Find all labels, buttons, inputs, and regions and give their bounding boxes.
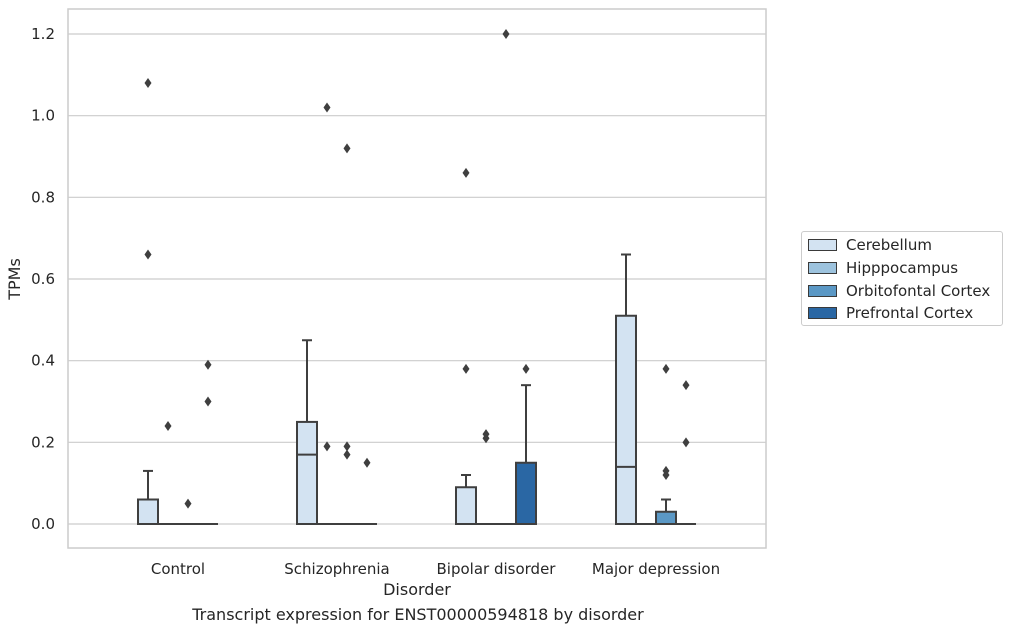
x-axis-label: Disorder xyxy=(383,580,451,599)
legend-item-prefrontal: Prefrontal Cortex xyxy=(808,303,973,323)
outlier-point xyxy=(462,167,470,178)
outlier-point xyxy=(482,429,490,440)
legend-swatch-hippocampus xyxy=(808,262,837,274)
box-body xyxy=(655,510,677,525)
box-3-0 xyxy=(198,359,218,525)
legend: Cerebellum Hipppocampus Orbitofontal Cor… xyxy=(801,231,1003,326)
grid-lines xyxy=(68,33,766,525)
box-1-0 xyxy=(158,421,178,525)
box-3-1 xyxy=(357,457,377,525)
outlier-point xyxy=(522,363,530,374)
box-2-3 xyxy=(655,363,677,525)
y-axis-ticks: 0.0 0.2 0.4 0.6 0.8 1.0 1.2 xyxy=(31,25,55,533)
figure-caption: Transcript expression for ENST0000059481… xyxy=(192,605,644,624)
legend-label-hippocampus: Hipppocampus xyxy=(846,259,959,277)
x-tick-label: Major depression xyxy=(592,560,720,578)
legend-label-prefrontal: Prefrontal Cortex xyxy=(846,304,974,322)
legend-item-orbitofrontal: Orbitofontal Cortex xyxy=(808,281,990,301)
outlier-point xyxy=(343,143,351,154)
outlier-point xyxy=(343,441,351,452)
y-tick-label: 1.0 xyxy=(31,107,55,125)
outlier-point xyxy=(682,437,690,448)
y-tick-label: 0.0 xyxy=(31,515,55,533)
outlier-point xyxy=(184,498,192,509)
y-tick-label: 1.2 xyxy=(31,25,55,43)
outlier-point xyxy=(204,359,212,370)
y-axis-label: TPMs xyxy=(5,258,24,301)
legend-item-hippocampus: Hipppocampus xyxy=(808,258,958,278)
legend-item-cerebellum: Cerebellum xyxy=(808,235,932,255)
y-tick-label: 0.6 xyxy=(31,270,55,288)
box-body xyxy=(615,314,637,525)
legend-swatch-prefrontal xyxy=(808,307,837,319)
outlier-point xyxy=(662,363,670,374)
outlier-point xyxy=(323,102,331,113)
box-2-1 xyxy=(337,143,357,525)
outlier-point xyxy=(323,441,331,452)
outlier-point xyxy=(502,29,510,39)
outlier-point xyxy=(164,421,172,431)
box-body xyxy=(515,461,537,525)
box-2-2 xyxy=(496,29,516,525)
y-tick-label: 0.8 xyxy=(31,188,55,206)
box-0-2 xyxy=(455,167,477,525)
box-body xyxy=(455,486,477,525)
x-tick-label: Bipolar disorder xyxy=(437,560,557,578)
y-tick-label: 0.2 xyxy=(31,433,55,451)
outlier-point xyxy=(662,465,670,476)
outlier-point xyxy=(144,78,152,88)
x-tick-label: Schizophrenia xyxy=(284,560,389,578)
box-1-2 xyxy=(476,429,496,525)
box-0-1 xyxy=(296,339,318,525)
legend-swatch-orbitofrontal xyxy=(808,285,837,297)
box-2-0 xyxy=(178,498,198,525)
y-tick-label: 0.4 xyxy=(31,352,55,370)
outlier-point xyxy=(462,363,470,374)
outlier-point xyxy=(144,249,152,260)
outlier-point xyxy=(363,457,371,468)
box-0-0 xyxy=(137,78,159,525)
box-body xyxy=(296,420,318,525)
outlier-point xyxy=(682,380,690,391)
x-tick-label: Control xyxy=(151,560,205,578)
box-1-1 xyxy=(317,102,337,525)
plot-frame xyxy=(67,8,767,549)
x-axis-ticks: Control Schizophrenia Bipolar disorder Majo… xyxy=(151,560,720,578)
outlier-point xyxy=(343,449,351,460)
legend-swatch-cerebellum xyxy=(808,239,837,251)
box-0-3 xyxy=(615,253,637,525)
box-series xyxy=(137,29,696,525)
box-body xyxy=(137,498,159,525)
box-3-3 xyxy=(676,380,696,525)
legend-label-orbitofrontal: Orbitofontal Cortex xyxy=(846,282,991,300)
box-3-2 xyxy=(515,363,537,525)
legend-label-cerebellum: Cerebellum xyxy=(846,236,932,254)
outlier-point xyxy=(204,396,212,407)
